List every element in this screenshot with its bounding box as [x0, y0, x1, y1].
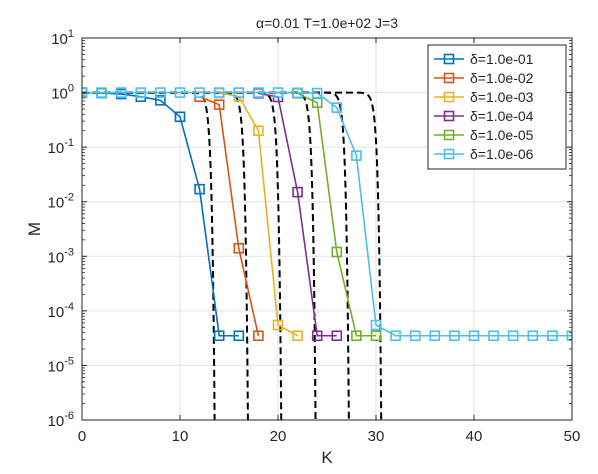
data-point: [253, 125, 264, 137]
data-point: [311, 87, 323, 99]
series-line: [82, 91, 572, 337]
legend-label: δ=1.0e-05: [470, 127, 534, 143]
y-tick-label: 10-1: [48, 137, 74, 157]
data-point: [370, 319, 382, 331]
x-tick-label: 20: [270, 428, 287, 445]
data-point: [488, 330, 499, 342]
legend-marker: [443, 53, 455, 65]
data-point: [155, 87, 166, 98]
series-line: [82, 91, 239, 337]
series-line: [199, 95, 260, 336]
legend-marker: [443, 148, 455, 160]
data-point: [351, 330, 362, 342]
data-point: [194, 183, 205, 195]
data-point: [331, 246, 343, 258]
legend-label: δ=1.0e-02: [470, 70, 534, 86]
data-point: [135, 87, 147, 98]
data-point: [194, 87, 205, 98]
data-point: [390, 330, 401, 342]
data-point: [174, 111, 186, 123]
data-point: [527, 330, 539, 342]
y-tick-label: 10-6: [48, 410, 74, 430]
data-point: [253, 330, 264, 342]
data-point: [233, 87, 245, 98]
data-point: [449, 330, 460, 342]
y-tick-label: 10-2: [48, 192, 74, 212]
data-point: [292, 87, 303, 99]
data-point: [429, 330, 441, 342]
x-tick-label: 50: [564, 428, 581, 445]
data-point: [409, 330, 421, 342]
ticks: 0 10 20 30 40 50 10-6 10-5 10-4 10-3 10-2 10-1 100 10…: [48, 28, 581, 445]
data-point: [115, 87, 127, 98]
data-point: [292, 330, 303, 342]
data-point: [155, 95, 166, 106]
x-tick-label: 10: [172, 428, 189, 445]
data-point: [233, 330, 245, 342]
legend: δ=1.0e-01 δ=1.0e-02 δ=1.0e-03 δ=1.0e-04 δ=1.…: [427, 44, 567, 170]
data-point: [370, 330, 382, 342]
legend-label: δ=1.0e-03: [470, 89, 534, 105]
y-tick-label: 100: [51, 83, 74, 103]
data-point: [292, 186, 303, 198]
data-point: [272, 319, 284, 331]
data-point: [213, 330, 225, 342]
data-point: [96, 87, 107, 98]
legend-box: [427, 44, 567, 170]
y-tick-label: 10-3: [48, 246, 74, 266]
data-point: [468, 330, 480, 342]
legend-label: δ=1.0e-04: [470, 108, 534, 124]
legend-marker: [443, 91, 455, 103]
y-tick-label: 10-5: [48, 355, 74, 375]
x-tick-label: 30: [368, 428, 385, 445]
legend-marker: [443, 72, 455, 84]
data-point: [233, 243, 245, 254]
data-point: [272, 87, 284, 98]
series-line: [297, 92, 376, 337]
data-point: [331, 102, 343, 113]
legend-label: δ=1.0e-06: [470, 146, 534, 162]
data-point: [213, 87, 225, 98]
x-tick-label: 0: [78, 428, 86, 445]
series-line: [258, 92, 337, 337]
data-point: [507, 330, 519, 342]
series: [82, 87, 572, 342]
data-point: [351, 150, 362, 161]
data-point: [311, 330, 323, 342]
plot-frame: [81, 37, 573, 421]
x-axis-label: K: [321, 448, 333, 467]
chart-title: α=0.01 T=1.0e+02 J=3: [256, 15, 398, 31]
y-tick-label: 101: [51, 28, 74, 48]
series-line: [219, 92, 298, 337]
data-point: [213, 99, 225, 110]
data-point: [253, 87, 264, 98]
data-point: [174, 87, 186, 98]
data-point: [331, 330, 343, 342]
data-point: [547, 330, 558, 342]
y-axis-label: M: [25, 222, 44, 236]
legend-label: δ=1.0e-01: [470, 51, 534, 67]
y-tick-label: 10-4: [48, 301, 74, 321]
legend-marker: [443, 110, 455, 122]
data-point: [566, 330, 572, 342]
legend-marker: [443, 129, 455, 141]
x-tick-label: 40: [466, 428, 483, 445]
